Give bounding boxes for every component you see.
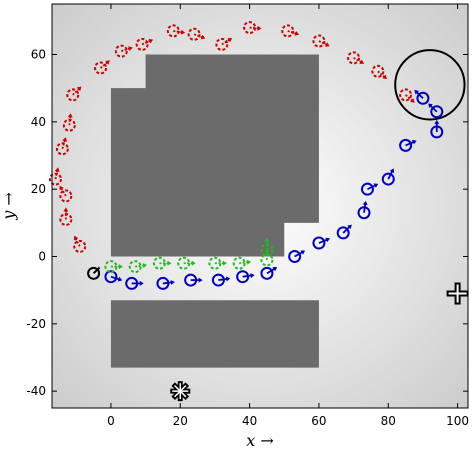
obstacles-layer xyxy=(110,54,319,368)
y-tick-label: 40 xyxy=(31,115,46,129)
series-layer xyxy=(48,21,444,290)
red-pose-marker xyxy=(187,27,206,41)
green-pose-marker xyxy=(232,256,252,270)
red-pose-marker xyxy=(312,34,330,48)
red-pose-marker xyxy=(281,24,300,38)
x-axis-label: x → xyxy=(246,431,274,450)
x-tick-label: 60 xyxy=(311,414,326,428)
green-pose-marker xyxy=(177,256,196,270)
red-pose-marker xyxy=(371,64,388,80)
y-tick-label: -40 xyxy=(26,384,46,398)
green-pose-marker xyxy=(208,256,227,270)
red-pose-marker xyxy=(73,235,87,253)
blue-pose-marker xyxy=(211,273,231,287)
red-pose-marker xyxy=(48,167,62,186)
x-ticks: 0 20 40 60 80 100 xyxy=(107,4,469,428)
red-pose-marker xyxy=(94,60,110,75)
x-tick-label: 80 xyxy=(381,414,396,428)
green-pose-marker xyxy=(260,247,274,267)
red-pose-marker xyxy=(66,86,82,102)
red-pose-marker xyxy=(399,88,415,103)
red-pose-marker xyxy=(347,51,365,65)
markers-layer xyxy=(87,266,469,402)
blue-pose-marker xyxy=(184,273,203,287)
green-pose-marker xyxy=(128,260,148,274)
x-tick-label: 20 xyxy=(173,414,188,428)
blue-pose-marker xyxy=(156,276,175,290)
blue-pose-marker xyxy=(288,250,306,263)
blue-pose-marker xyxy=(381,168,395,186)
red-pose-marker xyxy=(55,137,69,156)
x-tick-label: 0 xyxy=(107,414,115,428)
cross-marker xyxy=(446,282,469,305)
blue-pose-marker xyxy=(414,89,430,105)
obstacle-1 xyxy=(110,54,319,257)
x-tick-label: 40 xyxy=(242,414,257,428)
y-tick-label: 20 xyxy=(31,182,46,196)
red-pose-marker xyxy=(114,44,133,58)
blue-pose-marker xyxy=(236,270,255,284)
red-pose-marker xyxy=(166,24,186,38)
y-ticks: -40 -20 0 20 40 60 xyxy=(26,48,468,398)
asterisk-marker xyxy=(170,381,191,402)
x-tick-label: 100 xyxy=(446,414,469,428)
red-pose-marker xyxy=(243,21,262,35)
y-tick-label: -20 xyxy=(26,317,46,331)
blue-pose-marker xyxy=(312,236,331,250)
blue-pose-marker xyxy=(428,103,444,119)
plot-frame xyxy=(51,3,469,409)
blue-pose-marker xyxy=(357,200,371,220)
red-pose-marker xyxy=(59,207,73,226)
red-pose-marker xyxy=(62,113,76,132)
y-tick-label: 0 xyxy=(38,250,46,264)
red-pose-marker xyxy=(59,185,73,203)
blue-pose-marker xyxy=(260,266,278,280)
y-axis-label: y → xyxy=(0,192,18,221)
goal-layer xyxy=(394,49,466,121)
start-marker xyxy=(87,266,101,280)
y-tick-label: 60 xyxy=(31,48,46,62)
green-pose-marker xyxy=(104,260,123,274)
obstacle-2 xyxy=(110,300,319,368)
blue-pose-marker xyxy=(399,138,417,152)
blue-pose-marker xyxy=(430,119,444,139)
red-pose-marker xyxy=(215,37,233,51)
start-heading xyxy=(92,266,101,275)
green-pose-marker xyxy=(152,256,172,270)
green-pose-marker xyxy=(260,237,274,257)
red-pose-marker xyxy=(135,37,154,51)
blue-pose-marker xyxy=(104,270,123,284)
blue-pose-marker xyxy=(360,182,379,196)
blue-pose-marker xyxy=(125,276,144,290)
goal-region-circle xyxy=(394,49,466,121)
blue-pose-marker xyxy=(336,224,352,240)
